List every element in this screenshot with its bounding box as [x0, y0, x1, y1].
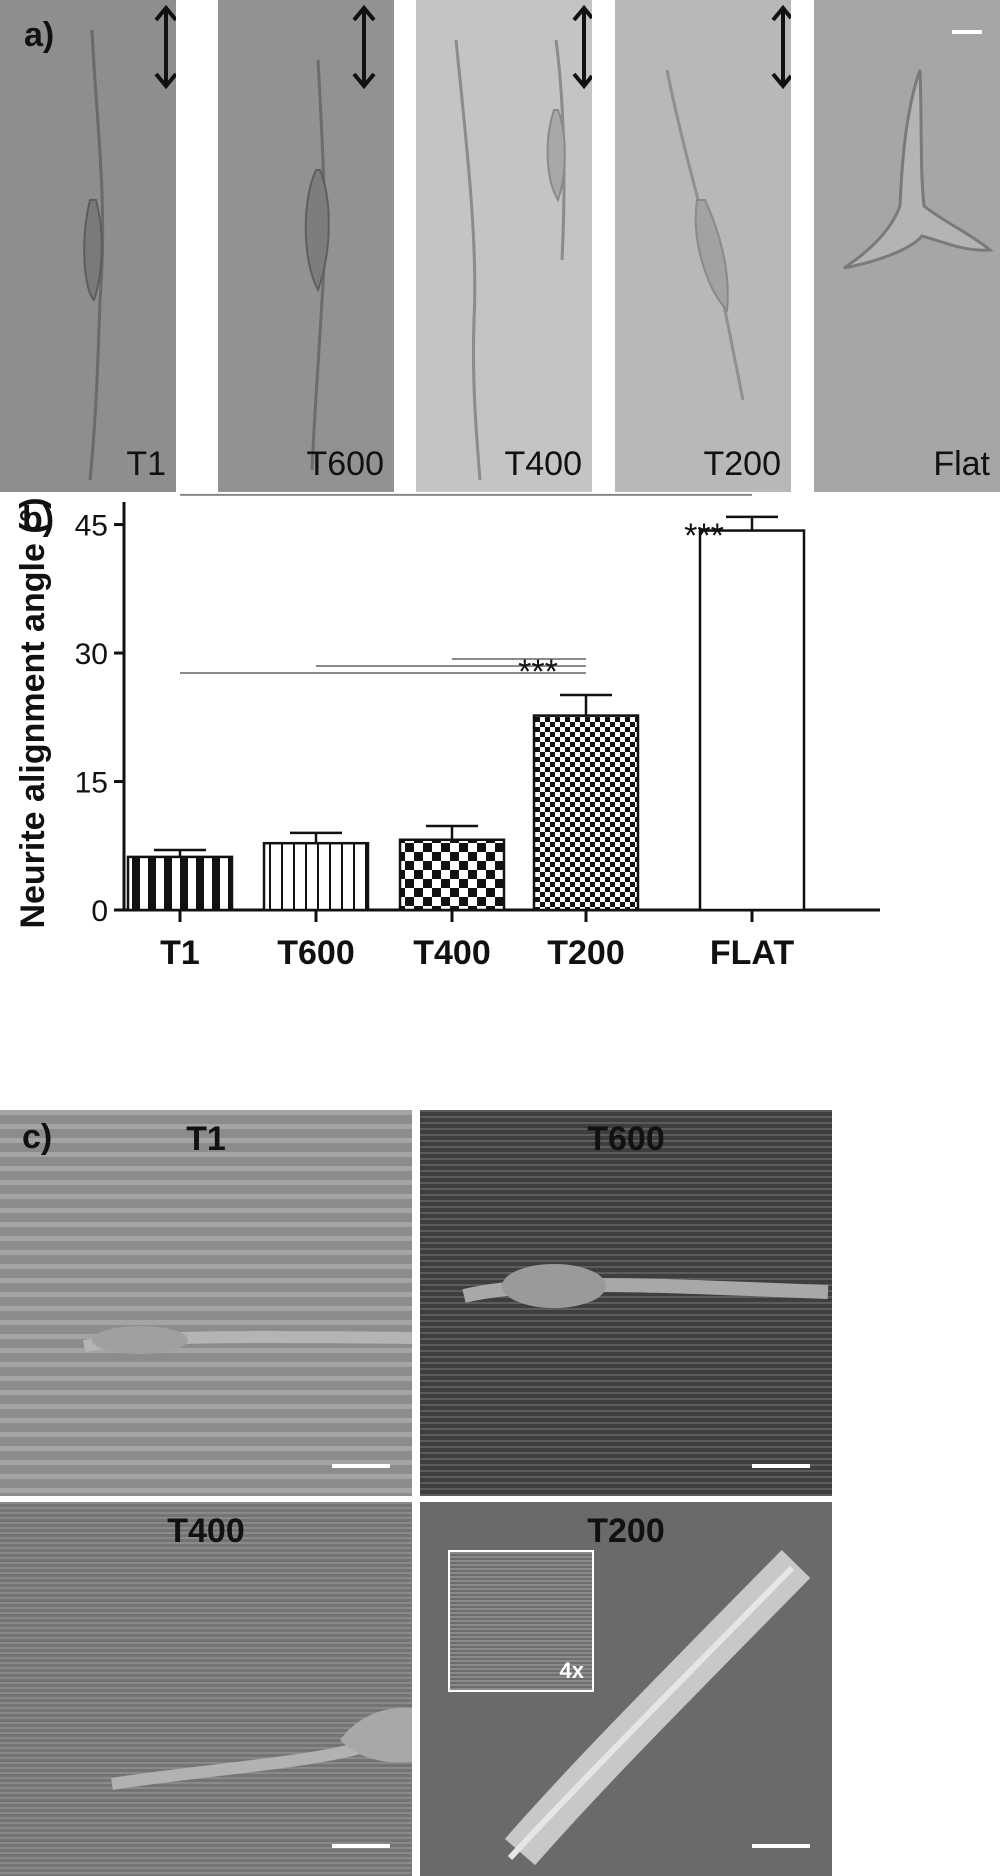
- background: [420, 1110, 832, 1496]
- error-bars: [154, 515, 778, 857]
- cell-body: [92, 1326, 188, 1354]
- x-category-label: T1: [160, 934, 200, 972]
- bar-t400: [398, 838, 506, 912]
- sem-t400: T400: [0, 1502, 412, 1876]
- chart-labels: 0 15 30 45 Neurite alignment angle (°) T1 T600…: [14, 497, 794, 972]
- cell-body: [83, 199, 103, 302]
- micrograph-t600-image: [218, 0, 394, 492]
- sem-t200: 4x T200: [420, 1502, 832, 1876]
- bar-t600: [262, 841, 370, 912]
- panel-b-chart: b): [0, 492, 1000, 1100]
- sem-title: T600: [587, 1120, 665, 1158]
- x-category-label: T400: [413, 934, 491, 972]
- sem-t600-image: [420, 1110, 832, 1496]
- background: [0, 1110, 412, 1496]
- background: [416, 0, 592, 492]
- significance-marker: ***: [518, 653, 558, 691]
- y-axis-title: Neurite alignment angle (°): [14, 497, 52, 928]
- sem-t400-image: [0, 1502, 412, 1876]
- significance-lines: [180, 493, 752, 675]
- sem-title: T1: [186, 1120, 226, 1158]
- scale-bar: [952, 30, 982, 34]
- bar-flat: [698, 529, 806, 912]
- sem-t1: T1 c): [0, 1110, 412, 1496]
- bars: [126, 529, 806, 912]
- micrograph-label: Flat: [933, 445, 990, 483]
- y-tick-label: 30: [75, 638, 108, 671]
- cell-outline-1: [454, 39, 482, 481]
- y-tick-label: 0: [91, 895, 108, 928]
- panel-a-label: a): [24, 16, 55, 54]
- cell-body: [304, 169, 330, 293]
- micrograph-label: T400: [504, 445, 583, 483]
- scale-bar: [752, 1464, 810, 1468]
- cell-outline: [310, 59, 327, 471]
- cell-body: [546, 109, 566, 203]
- alignment-arrow: [154, 4, 176, 90]
- inset-magnification: 4x: [559, 1658, 584, 1683]
- y-tick-label: 15: [75, 767, 108, 800]
- y-tick-label: 45: [75, 510, 108, 543]
- x-category-label: FLAT: [710, 934, 795, 972]
- alignment-arrow: [572, 4, 592, 90]
- scale-bar: [752, 1844, 810, 1848]
- neurite: [462, 1277, 829, 1303]
- bar-t200: [532, 714, 640, 912]
- micrograph-t200-image: [615, 0, 791, 492]
- alignment-arrow: [771, 4, 791, 90]
- micrograph-t600: T600: [218, 0, 394, 492]
- significance-marker: ***: [684, 517, 724, 555]
- micrograph-label: T200: [703, 445, 782, 483]
- magnified-inset: 4x: [448, 1550, 594, 1692]
- sem-t1-image: [0, 1110, 412, 1496]
- micrograph-t1: T1: [0, 0, 176, 492]
- sem-title: T400: [167, 1512, 245, 1550]
- scale-bar: [332, 1844, 390, 1848]
- cell-outline: [88, 29, 105, 481]
- x-category-label: T200: [547, 934, 625, 972]
- growth-cone: [340, 1707, 412, 1763]
- sem-title: T200: [587, 1512, 665, 1550]
- micrograph-t400-image: [416, 0, 592, 492]
- alignment-arrow: [352, 4, 376, 90]
- cell-body: [694, 199, 729, 313]
- sem-t600: T600: [420, 1110, 832, 1496]
- cell-outline: [843, 69, 994, 270]
- cell-body: [502, 1264, 606, 1308]
- micrograph-t1-image: [0, 0, 176, 492]
- bar-chart: 0 15 30 45 Neurite alignment angle (°) T1 T600…: [14, 493, 880, 972]
- neurite-edge: [507, 1565, 795, 1861]
- x-category-label: T600: [277, 934, 355, 972]
- panel-c-label: c): [22, 1118, 53, 1156]
- micrograph-label: T600: [306, 445, 385, 483]
- micrograph-flat: Flat: [814, 0, 1000, 492]
- scale-bar: [332, 1464, 390, 1468]
- micrograph-t200: T200: [615, 0, 791, 492]
- bar-t1: [126, 855, 234, 912]
- micrograph-t400: T400: [416, 0, 592, 492]
- micrograph-flat-image: [814, 0, 1000, 492]
- panel-b-label: b): [22, 500, 55, 538]
- micrograph-label: T1: [126, 445, 166, 483]
- background: [0, 1502, 412, 1876]
